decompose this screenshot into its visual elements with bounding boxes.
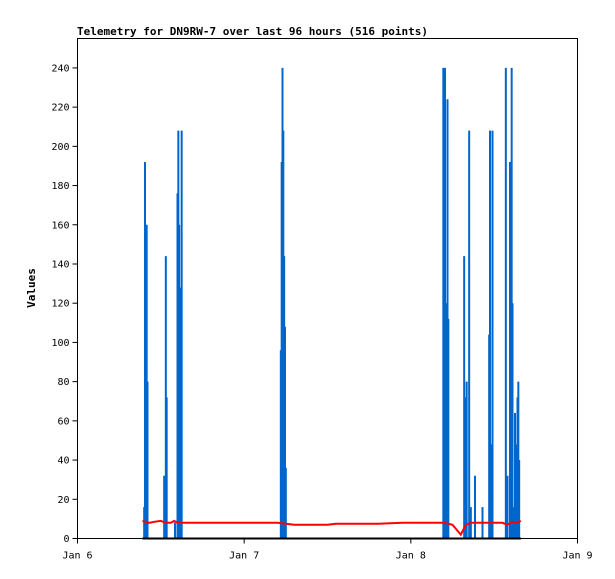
y-tick-label: 40 [57, 456, 69, 467]
y-tick-label: 240 [51, 63, 69, 74]
y-tick-label: 100 [51, 338, 69, 349]
y-tick-label: 180 [51, 181, 69, 192]
chart-marks [142, 67, 522, 540]
x-tick-label: Jan 7 [229, 551, 259, 562]
series-1 [142, 519, 522, 537]
x-axis: Jan 6 Jan 7 Jan 8 Jan 9 [62, 538, 593, 562]
y-tick-label: 140 [51, 259, 69, 270]
series-0 [143, 67, 521, 539]
chart-title: Telemetry for DN9RW-7 over last 96 hours… [77, 25, 428, 38]
y-tick-label: 20 [57, 495, 69, 506]
x-tick-label: Jan 6 [62, 551, 92, 562]
y-tick-label: 220 [51, 103, 69, 114]
y-tick-label: 0 [63, 534, 69, 545]
x-tick-label: Jan 9 [562, 551, 592, 562]
y-tick-label: 80 [57, 377, 69, 388]
y-tick-label: 120 [51, 299, 69, 310]
y-tick-label: 60 [57, 416, 69, 427]
x-tick-label: Jan 8 [396, 551, 426, 562]
y-tick-label: 200 [51, 142, 69, 153]
y-tick-label: 160 [51, 220, 69, 231]
data-line [142, 519, 522, 537]
plot-frame [77, 38, 578, 539]
y-axis-label: Values [25, 268, 38, 308]
y-axis: 0 20 40 60 80 100 120 140 160 180 200 220 240 [51, 63, 78, 545]
